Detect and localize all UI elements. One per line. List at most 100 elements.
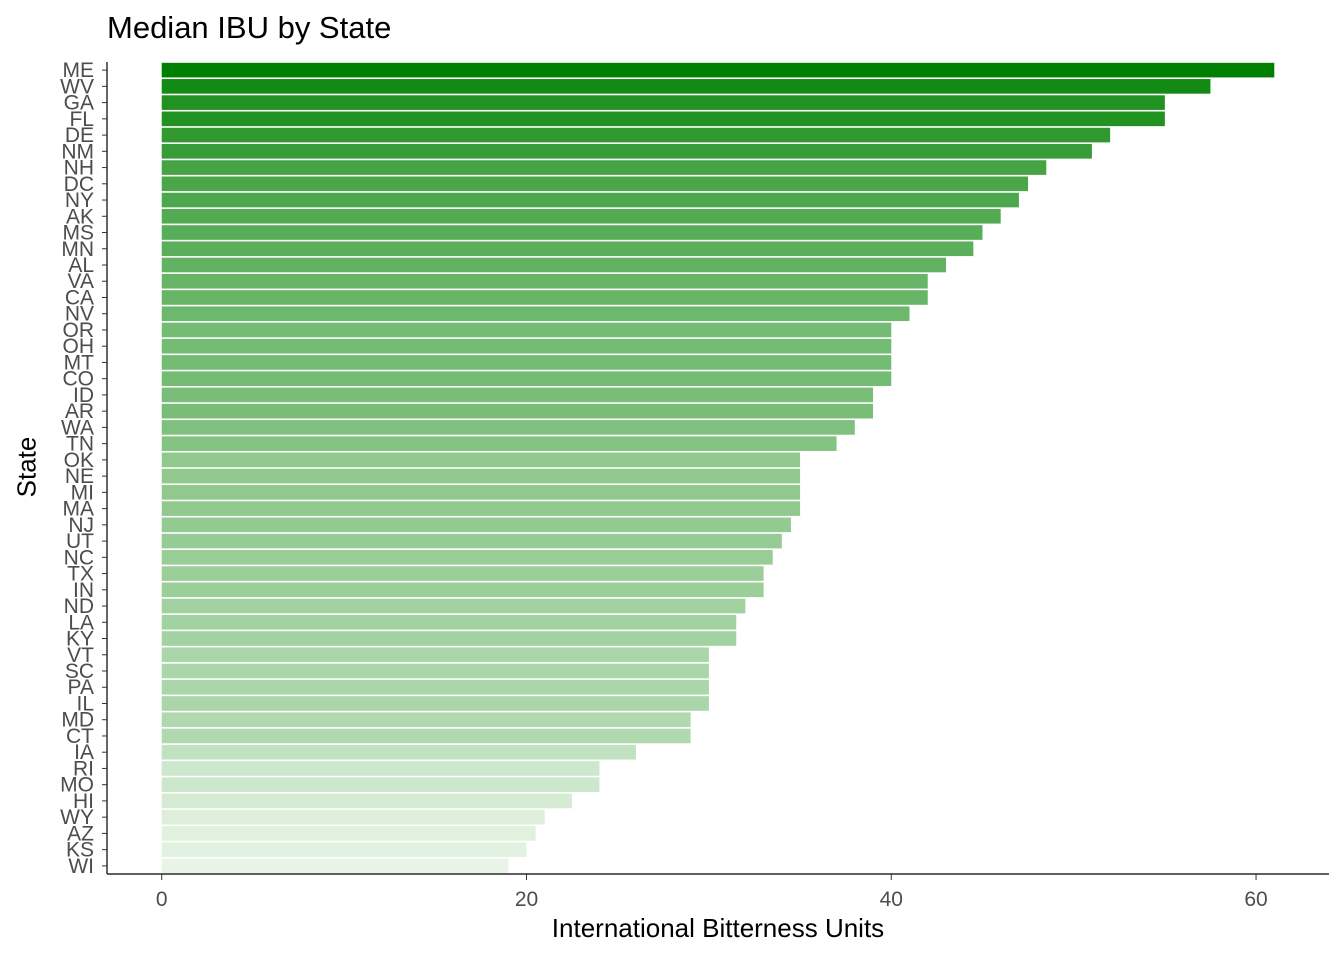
y-tick-label-fl: FL [69,108,94,131]
y-tick-label-ga: GA [64,92,94,115]
bar-ia [161,744,636,760]
bar-nc [161,550,773,565]
y-tick-label-mn: MN [61,238,94,261]
y-tick-label-ak: AK [66,205,94,228]
bar-me [161,62,1275,78]
y-axis-label: State [11,436,42,498]
bar-ne [161,468,801,484]
y-tick-label-wv: WV [60,75,94,98]
bar-co [161,371,892,386]
bar-or [161,322,892,338]
bar-fl [161,111,1165,127]
y-tick-label-or: OR [63,319,95,342]
y-tick-label-ks: KS [66,839,94,862]
y-tick-label-ms: MS [63,222,95,245]
bar-vt [161,647,709,663]
y-tick-label-il: IL [76,692,94,715]
y-tick-label-ar: AR [65,400,94,423]
bar-wa [161,420,855,435]
y-tick-label-pa: PA [68,676,94,699]
chart-title: Median IBU by State [107,10,392,45]
y-tick-label-mi: MI [71,481,94,504]
y-tick-label-wa: WA [61,416,94,439]
y-tick-label-ia: IA [74,741,94,764]
bar-nv [161,306,910,322]
y-tick-label-id: ID [73,384,94,407]
bar-ar [161,403,874,419]
x-tick-label-20: 20 [515,888,538,911]
bar-tn [161,436,837,451]
bar-ga [161,95,1165,110]
y-tick-label-ok: OK [64,449,94,472]
bar-la [161,614,737,630]
y-tick-label-de: DE [65,124,94,147]
x-tick-label-40: 40 [880,888,903,911]
bar-nj [161,517,791,533]
bar-ma [161,501,801,516]
x-tick-label-60: 60 [1244,888,1267,911]
y-tick-label-ut: UT [66,530,94,553]
bar-nh [161,160,1047,175]
y-tick-label-nc: NC [64,546,94,569]
bar-wy [161,809,545,825]
bar-de [161,127,1111,143]
bar-ny [161,192,1019,208]
y-tick-label-la: LA [68,611,94,634]
bar-id [161,387,874,403]
y-tick-label-nh: NH [64,157,94,180]
y-tick-label-nj: NJ [68,514,94,537]
y-tick-label-ri: RI [73,757,94,780]
bar-ky [161,631,737,646]
bar-ks [161,842,527,857]
y-tick-label-md: MD [61,709,94,732]
y-tick-label-mt: MT [64,351,94,374]
bar-mo [161,777,600,792]
bar-il [161,696,709,711]
y-tick-label-in: IN [73,579,94,602]
y-tick-label-mo: MO [60,774,94,797]
bar-mi [161,485,801,500]
bar-ri [161,761,600,776]
y-tick-label-ne: NE [65,465,94,488]
y-tick-label-sc: SC [65,660,94,683]
bar-al [161,257,946,273]
bar-ct [161,728,691,744]
x-axis-label: International Bitterness Units [551,913,885,943]
bar-az [161,826,536,841]
bar-wi [161,858,509,874]
y-tick-label-nd: ND [64,595,94,618]
y-tick-label-ca: CA [65,286,94,309]
y-tick-label-al: AL [68,254,94,277]
y-tick-label-dc: DC [64,173,94,196]
bar-ut [161,533,782,549]
y-tick-label-ny: NY [65,189,94,212]
bar-in [161,582,764,598]
bar-nd [161,598,746,614]
bar-wv [161,79,1211,94]
y-tick-label-az: AZ [67,822,94,845]
bar-va [161,273,928,289]
y-tick-label-wy: WY [60,806,94,829]
bar-ak [161,208,1001,224]
y-tick-label-wi: WI [68,855,94,878]
y-tick-label-ky: KY [66,628,94,651]
y-tick-label-oh: OH [63,335,95,358]
bar-nm [161,144,1092,159]
x-tick-label-0: 0 [156,888,168,911]
bar-pa [161,679,709,695]
bar-sc [161,663,709,679]
bar-mn [161,241,974,257]
bar-tx [161,566,764,581]
bar-mt [161,355,892,370]
bar-hi [161,793,573,809]
y-tick-label-hi: HI [73,790,94,813]
y-tick-label-nv: NV [65,303,94,326]
bar-ms [161,225,983,240]
bar-ca [161,290,928,305]
y-tick-label-nm: NM [61,140,94,163]
bar-md [161,712,691,728]
bar-ok [161,452,801,468]
y-tick-label-va: VA [68,270,94,293]
